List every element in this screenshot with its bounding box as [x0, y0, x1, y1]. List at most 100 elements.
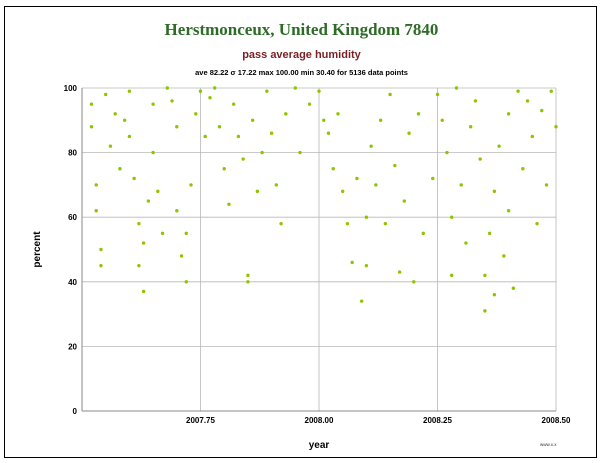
y-tick-label-0: 0 — [73, 407, 78, 416]
data-point-105 — [535, 221, 539, 226]
data-point-76 — [412, 280, 416, 284]
data-point-49 — [274, 183, 279, 187]
data-point-29 — [184, 231, 188, 236]
data-point-91 — [483, 273, 487, 278]
chart-stats: ave 82.22 σ 17.22 max 100.00 min 30.40 f… — [195, 68, 408, 77]
data-point-38 — [227, 202, 231, 206]
tick-labels: 0 20 40 60 80 100 2007.75 2008.00 2008.25 2008.50 — [64, 84, 571, 425]
data-point-39 — [231, 102, 236, 106]
data-point-87 — [464, 241, 468, 245]
data-point-59 — [336, 112, 340, 116]
data-point-108 — [549, 89, 553, 93]
data-point-78 — [421, 231, 425, 236]
data-point-26 — [175, 209, 179, 213]
data-point-61 — [345, 221, 350, 226]
data-point-15 — [137, 263, 141, 268]
data-point-64 — [359, 299, 364, 303]
data-point-8 — [113, 112, 117, 116]
x-tick-label-2: 2008.25 — [423, 416, 452, 425]
data-point-45 — [255, 189, 260, 194]
data-point-83 — [450, 273, 454, 278]
data-point-47 — [265, 89, 269, 93]
data-point-14 — [137, 221, 141, 226]
data-point-21 — [156, 189, 160, 194]
data-point-51 — [284, 112, 288, 116]
data-point-52 — [293, 86, 297, 90]
data-point-56 — [322, 118, 326, 123]
data-point-101 — [516, 89, 520, 93]
data-point-63 — [355, 176, 359, 181]
y-tick-label-3: 60 — [68, 213, 77, 222]
data-point-22 — [160, 231, 165, 236]
data-point-80 — [435, 92, 440, 97]
data-point-4 — [99, 263, 103, 268]
data-point-42 — [246, 273, 250, 278]
data-point-35 — [213, 86, 217, 90]
data-point-55 — [317, 89, 321, 93]
data-point-100 — [511, 286, 516, 290]
grid-lines — [82, 87, 557, 412]
y-tick-label-2: 40 — [68, 278, 77, 287]
data-point-53 — [298, 150, 302, 155]
y-axis-label: percent — [32, 231, 43, 268]
data-point-93 — [487, 231, 492, 236]
data-point-71 — [388, 92, 392, 97]
data-point-9 — [118, 167, 122, 171]
data-point-25 — [175, 125, 179, 129]
data-point-62 — [350, 260, 354, 265]
data-point-58 — [331, 167, 335, 171]
data-point-0 — [89, 102, 94, 106]
data-point-54 — [307, 102, 312, 106]
data-point-65 — [364, 215, 369, 219]
chart-subtitle: pass average humidity — [242, 49, 361, 61]
data-point-97 — [502, 254, 506, 258]
data-point-31 — [194, 112, 198, 116]
data-point-6 — [104, 92, 108, 97]
x-tick-label-1: 2008.00 — [305, 416, 334, 425]
data-point-24 — [170, 99, 174, 103]
data-point-107 — [544, 183, 549, 187]
chart-frame — [4, 6, 597, 458]
data-point-66 — [364, 263, 369, 268]
data-point-2 — [94, 183, 98, 187]
data-point-84 — [450, 215, 454, 219]
data-point-109 — [554, 125, 558, 129]
y-tick-label-4: 80 — [68, 149, 77, 158]
data-point-3 — [94, 209, 98, 213]
data-point-11 — [127, 89, 132, 93]
data-point-44 — [250, 118, 255, 123]
data-point-40 — [236, 134, 241, 139]
x-tick-label-0: 2007.75 — [186, 416, 215, 425]
data-point-57 — [326, 131, 331, 135]
data-point-28 — [184, 280, 188, 284]
data-point-99 — [506, 112, 511, 116]
data-point-20 — [151, 102, 155, 106]
data-point-46 — [260, 150, 264, 155]
data-point-50 — [279, 221, 283, 226]
data-point-48 — [269, 131, 274, 135]
x-tick-label-3: 2008.50 — [542, 416, 571, 425]
data-point-75 — [407, 131, 411, 135]
data-point-67 — [369, 144, 373, 148]
data-point-77 — [416, 112, 421, 116]
data-point-89 — [473, 99, 478, 103]
y-tick-label-1: 20 — [68, 342, 77, 351]
data-point-34 — [208, 95, 212, 100]
data-point-82 — [445, 150, 449, 155]
data-point-16 — [141, 289, 146, 294]
x-axis-label: year — [309, 440, 330, 451]
y-tick-label-5: 100 — [64, 84, 78, 93]
data-point-60 — [341, 189, 345, 194]
data-point-13 — [132, 176, 136, 181]
data-point-94 — [492, 293, 497, 297]
chart-title: Herstmonceux, United Kingdom 7840 — [164, 20, 439, 39]
data-point-81 — [440, 118, 444, 123]
data-point-90 — [478, 157, 482, 161]
data-points — [89, 86, 558, 313]
data-point-17 — [141, 241, 146, 245]
data-point-18 — [146, 199, 151, 203]
data-point-72 — [393, 163, 397, 168]
data-point-36 — [217, 125, 222, 129]
data-point-41 — [241, 157, 245, 161]
